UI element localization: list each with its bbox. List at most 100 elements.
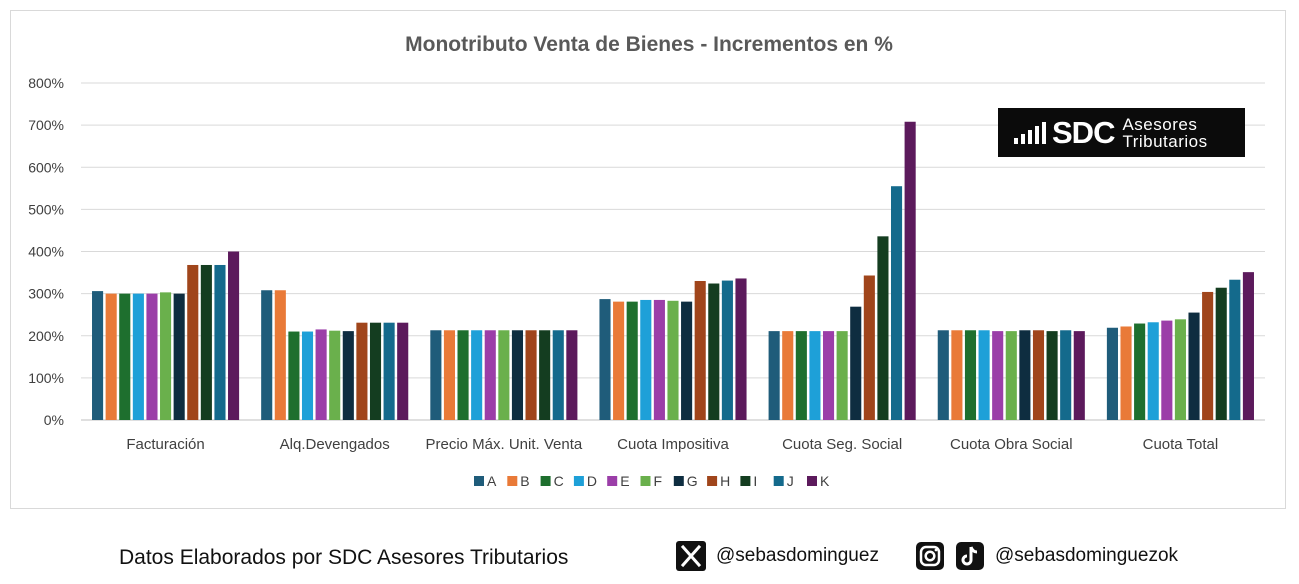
bar-E xyxy=(484,330,496,420)
y-tick-label: 600% xyxy=(28,159,64,175)
bar-B xyxy=(782,331,794,420)
bar-C xyxy=(119,293,131,421)
legend-label: B xyxy=(520,473,529,489)
bar-F xyxy=(1005,331,1017,420)
bar-H xyxy=(1202,291,1214,420)
bar-G xyxy=(1188,312,1200,420)
legend-label: A xyxy=(487,473,497,489)
legend-swatch-B xyxy=(507,476,518,486)
bar-B xyxy=(1120,326,1132,420)
legend-label: C xyxy=(554,473,564,489)
legend-swatch-I xyxy=(740,476,751,486)
bar-H xyxy=(525,330,537,420)
bar-J xyxy=(890,186,903,420)
bar-H xyxy=(694,280,706,420)
bar-A xyxy=(430,330,442,420)
y-tick-label: 800% xyxy=(28,75,64,91)
footer-credit: Datos Elaborados por SDC Asesores Tribut… xyxy=(119,546,569,569)
bar-F xyxy=(667,300,679,420)
bar-J xyxy=(1060,330,1072,420)
legend-swatch-J xyxy=(773,476,784,486)
bar-E xyxy=(653,299,665,420)
bar-A xyxy=(937,330,949,420)
legend-swatch-E xyxy=(607,476,618,486)
logo-mark: SDC xyxy=(1052,115,1115,150)
bar-B xyxy=(951,330,963,420)
bar-B xyxy=(443,330,456,420)
y-tick-label: 100% xyxy=(28,370,64,386)
bar-G xyxy=(173,293,185,421)
bar-E xyxy=(315,329,327,420)
bar-K xyxy=(228,251,240,420)
bar-K xyxy=(904,121,916,420)
bar-D xyxy=(301,331,314,420)
bar-D xyxy=(809,331,821,420)
bar-G xyxy=(850,306,862,420)
legend-label: H xyxy=(720,473,730,489)
x-tick-label: Cuota Seg. Social xyxy=(782,436,902,453)
bar-J xyxy=(214,264,226,420)
legend-label: I xyxy=(753,473,757,489)
bar-C xyxy=(288,331,300,420)
y-tick-label: 0% xyxy=(44,412,64,428)
bar-H xyxy=(1032,330,1045,420)
instagram-icon xyxy=(916,542,944,570)
insta-tiktok-handle: @sebasdominguezok xyxy=(995,545,1179,566)
bar-F xyxy=(1174,319,1186,420)
bar-A xyxy=(261,290,273,420)
bar-H xyxy=(863,275,875,420)
bar-F xyxy=(498,330,510,420)
chart-frame: Monotributo Venta de Bienes - Incremento… xyxy=(10,10,1286,509)
tiktok-icon xyxy=(956,542,984,570)
chart-title: Monotributo Venta de Bienes - Incremento… xyxy=(405,33,893,56)
bar-C xyxy=(964,330,977,420)
insta-tiktok-social[interactable]: @sebasdominguezok xyxy=(915,541,1178,571)
bar-G xyxy=(342,331,354,420)
x-tick-label: Alq.Devengados xyxy=(280,436,390,453)
x-tick-label: Cuota Obra Social xyxy=(950,436,1073,453)
bar-A xyxy=(768,331,780,420)
bar-D xyxy=(471,330,483,420)
sdc-logo: SDC Asesores Tributarios xyxy=(998,108,1245,157)
bar-A xyxy=(1106,327,1118,420)
bar-C xyxy=(457,330,469,420)
legend-swatch-A xyxy=(474,476,484,486)
bar-H xyxy=(356,322,368,420)
bar-F xyxy=(160,292,172,420)
x-handle: @sebasdominguez xyxy=(716,545,879,566)
bar-K xyxy=(1073,331,1085,420)
y-tick-label: 400% xyxy=(28,244,64,260)
legend-swatch-G xyxy=(673,476,684,486)
bar-G xyxy=(1019,330,1031,420)
bar-B xyxy=(105,293,117,421)
logo-bars-icon xyxy=(1014,121,1046,144)
legend-label: K xyxy=(820,473,830,489)
bar-D xyxy=(640,299,652,420)
bar-B xyxy=(274,290,286,420)
bar-D xyxy=(1147,322,1159,420)
legend-label: E xyxy=(620,473,629,489)
bar-G xyxy=(511,330,524,420)
x-tick-label: Cuota Impositiva xyxy=(617,436,729,453)
logo-line2: Tributarios xyxy=(1122,131,1208,151)
bar-K xyxy=(397,322,409,420)
x-tick-label: Cuota Total xyxy=(1143,436,1219,453)
bar-H xyxy=(187,264,199,420)
x-logo-icon xyxy=(676,541,706,571)
bar-D xyxy=(978,330,990,420)
x-tick-label: Facturación xyxy=(126,436,204,453)
bar-E xyxy=(992,331,1004,420)
bar-chart: Monotributo Venta de Bienes - Incremento… xyxy=(28,33,1265,489)
legend-swatch-H xyxy=(707,476,718,486)
logo-line1: Asesores xyxy=(1122,114,1198,134)
bar-E xyxy=(1161,320,1173,420)
bar-F xyxy=(329,330,341,420)
bar-J xyxy=(552,330,564,420)
bar-D xyxy=(132,293,144,421)
bar-B xyxy=(613,301,625,420)
bar-J xyxy=(721,280,733,420)
x-social[interactable]: @sebasdominguez xyxy=(676,541,879,571)
bar-E xyxy=(822,331,835,420)
legend-label: D xyxy=(587,473,597,489)
y-tick-label: 300% xyxy=(28,286,64,302)
